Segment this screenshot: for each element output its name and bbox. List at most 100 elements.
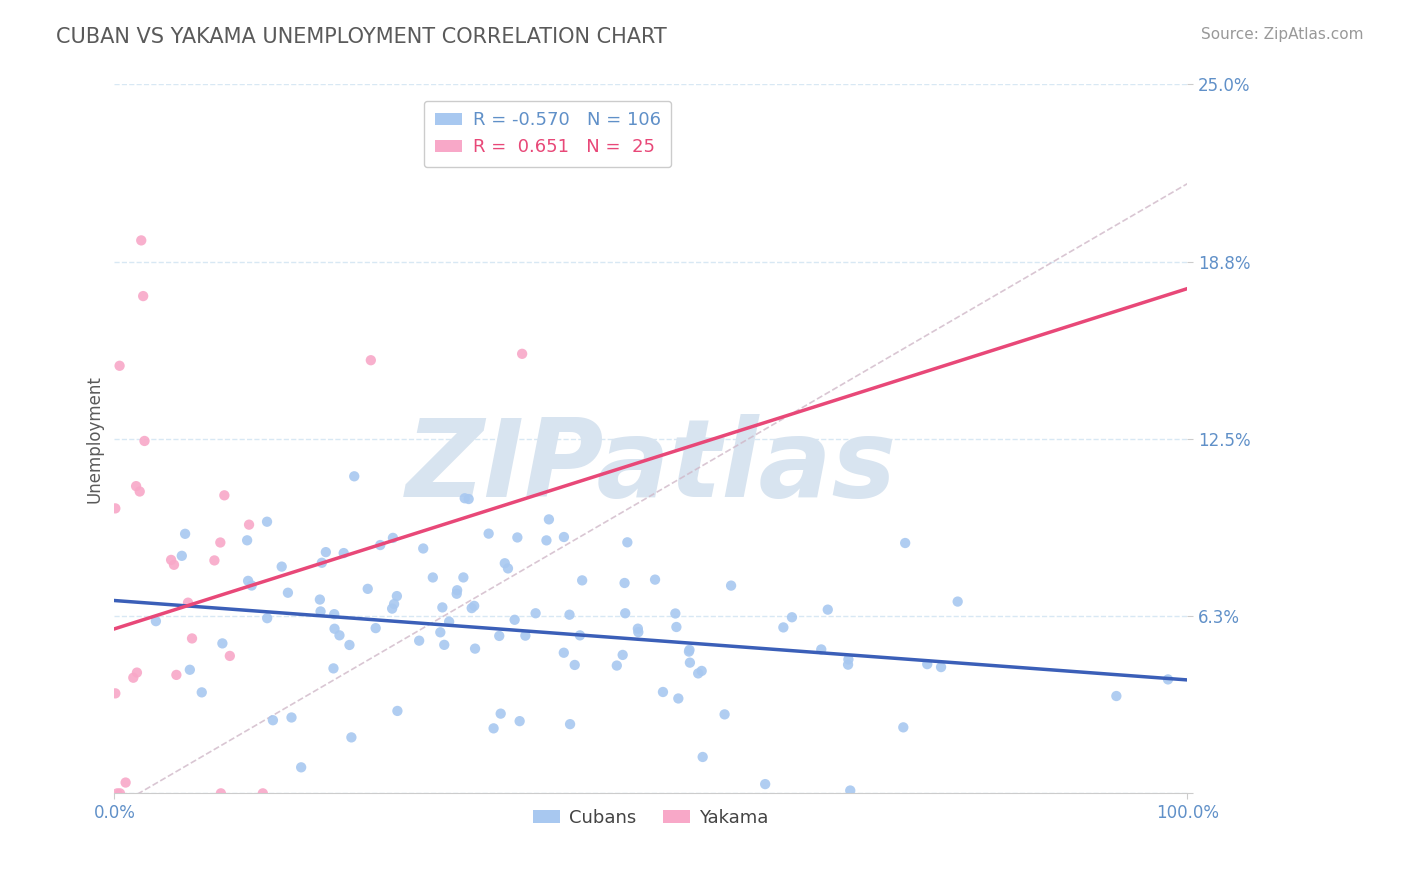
Point [170,549,193,563]
Legend: Cubans, Yakama: Cubans, Yakama [526,802,776,834]
Point [214,488,236,502]
Point [613,576,636,591]
Text: Source: ZipAtlas.com: Source: ZipAtlas.com [1201,27,1364,42]
Point [515,629,537,643]
Point [104,686,127,700]
Point [627,625,650,640]
Point [105,786,128,800]
Point [664,607,686,621]
Point [478,526,501,541]
Point [837,652,859,666]
Point [454,491,477,506]
Point [382,597,405,611]
Point [616,535,638,549]
Point [929,660,952,674]
Point [652,685,675,699]
Point [524,607,547,621]
Point [181,632,204,646]
Point [240,578,263,592]
Point [612,648,634,662]
Point [665,620,688,634]
Point [163,558,186,572]
Point [614,607,637,621]
Point [160,553,183,567]
Point [323,622,346,636]
Point [104,501,127,516]
Point [190,685,212,699]
Point [256,515,278,529]
Point [145,614,167,628]
Point [457,491,479,506]
Point [503,613,526,627]
Point [692,750,714,764]
Point [360,353,382,368]
Point [644,573,666,587]
Point [568,628,591,642]
Point [510,347,533,361]
Point [381,601,404,615]
Point [128,484,150,499]
Point [446,583,468,598]
Point [277,586,299,600]
Point [817,602,839,616]
Point [489,706,512,721]
Point [280,710,302,724]
Point [509,714,531,728]
Point [720,579,742,593]
Point [437,615,460,629]
Point [332,546,354,560]
Point [688,666,710,681]
Point [174,526,197,541]
Point [464,641,486,656]
Point [323,607,346,622]
Point [433,638,456,652]
Point [946,594,969,608]
Point [627,622,650,636]
Point [679,656,702,670]
Point [290,760,312,774]
Point [754,777,776,791]
Point [446,587,468,601]
Point [553,530,575,544]
Point [571,574,593,588]
Point [209,786,232,800]
Point [558,607,581,622]
Point [364,621,387,635]
Point [114,775,136,789]
Text: ZIPatlas: ZIPatlas [405,414,897,520]
Point [328,628,350,642]
Point [891,720,914,734]
Point [496,561,519,575]
Point [536,533,558,548]
Point [132,289,155,303]
Point [453,570,475,584]
Point [340,731,363,745]
Point [125,479,148,493]
Point [179,663,201,677]
Point [678,643,700,657]
Point [322,661,344,675]
Point [381,531,404,545]
Point [108,359,131,373]
Point [713,707,735,722]
Point [780,610,803,624]
Point [690,664,713,678]
Point [108,786,131,800]
Point [894,536,917,550]
Point [429,625,451,640]
Point [482,722,505,736]
Point [125,665,148,680]
Point [915,657,938,672]
Point [134,434,156,448]
Point [463,599,485,613]
Point [488,629,510,643]
Point [309,592,332,607]
Point [122,671,145,685]
Point [252,786,274,800]
Point [606,658,628,673]
Point [202,553,225,567]
Point [432,600,454,615]
Point [412,541,434,556]
Point [209,535,232,549]
Point [564,657,586,672]
